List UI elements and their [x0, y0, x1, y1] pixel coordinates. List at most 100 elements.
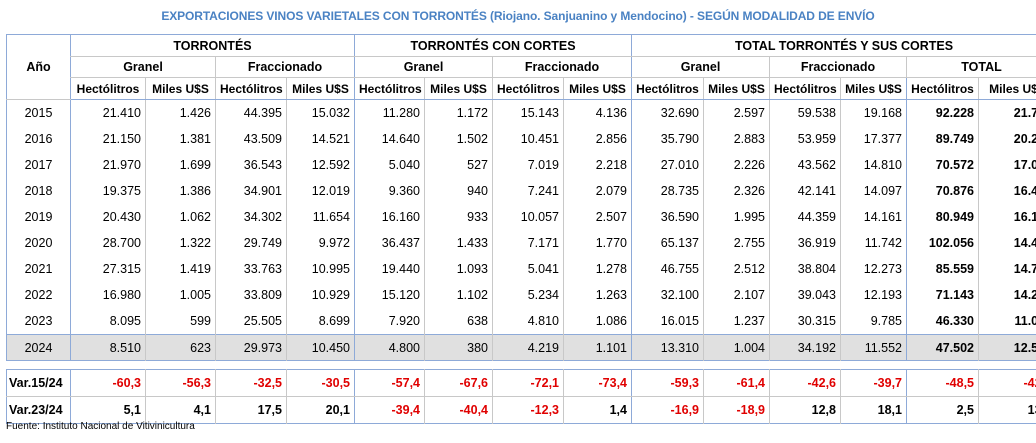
value-cell: 14.521 — [286, 126, 355, 152]
year-cell: 2023 — [24, 314, 53, 328]
value-cell: 1.502 — [424, 126, 493, 152]
value-cell: 527 — [424, 152, 493, 178]
value-cell: 5.040 — [354, 152, 425, 178]
value-cell: 44.359 — [769, 204, 841, 230]
value-cell: 102.056 — [906, 230, 979, 256]
year-header: Año — [6, 34, 71, 100]
value-cell: 59.538 — [769, 99, 841, 126]
unit-header: Hectólitros — [492, 77, 564, 100]
value-cell: 85.559 — [906, 256, 979, 282]
value-cell: 16.015 — [631, 308, 704, 335]
unit-header: Miles U$S — [145, 77, 216, 100]
value-cell: 33.809 — [215, 282, 287, 308]
value-cell: 34.302 — [215, 204, 287, 230]
variation-cell: -32,5 — [215, 369, 287, 397]
value-cell: 12.555 — [977, 334, 1036, 361]
value-cell: 1.093 — [424, 256, 493, 282]
value-cell: 70.572 — [906, 152, 979, 178]
value-cell: 46.330 — [906, 308, 979, 335]
value-cell: 8.699 — [286, 308, 355, 335]
value-cell: 4.219 — [492, 334, 564, 361]
variation-cell: -30,5 — [286, 369, 355, 397]
value-cell: 1.426 — [145, 99, 216, 126]
sub-header: Granel — [631, 56, 770, 78]
year-cell: 2022 — [24, 288, 53, 302]
value-cell: 5.041 — [492, 256, 564, 282]
year-cell: 2018 — [24, 184, 53, 198]
value-cell: 19.168 — [840, 99, 907, 126]
unit-header: Miles U$S — [286, 77, 355, 100]
value-cell: 43.562 — [769, 152, 841, 178]
variation-cell: 17,5 — [215, 396, 287, 424]
value-cell: 623 — [145, 334, 216, 361]
variation-cell: -60,3 — [70, 369, 146, 397]
year-cell: 2021 — [24, 262, 53, 276]
value-cell: 17.036 — [977, 152, 1036, 178]
value-cell: 10.451 — [492, 126, 564, 152]
value-cell: 80.949 — [906, 204, 979, 230]
table-row: 2021 27.315 1.419 33.763 10.995 19.440 1.093 5.… — [7, 256, 1036, 282]
table-title: EXPORTACIONES VINOS VARIETALES CON TORRO… — [161, 9, 875, 23]
header-row-groups: Año TORRONTÉS TORRONTÉS CON CORTES TOTAL… — [6, 34, 1036, 100]
value-cell: 14.299 — [977, 282, 1036, 308]
value-cell: 29.973 — [215, 334, 287, 361]
value-cell: 7.920 — [354, 308, 425, 335]
value-cell: 11.654 — [286, 204, 355, 230]
value-cell: 19.375 — [70, 178, 146, 204]
value-cell: 53.959 — [769, 126, 841, 152]
sub-header: TOTAL — [905, 56, 1036, 78]
value-cell: 4.136 — [563, 99, 632, 126]
value-cell: 14.497 — [977, 230, 1036, 256]
value-cell: 2.326 — [703, 178, 770, 204]
value-cell: 29.749 — [215, 230, 287, 256]
variation-cell: -16,9 — [631, 396, 704, 424]
variation-cell: -61,4 — [703, 369, 770, 397]
value-cell: 12.019 — [286, 178, 355, 204]
value-cell: 1.995 — [703, 204, 770, 230]
variation-label: Var.23/24 — [9, 403, 63, 417]
value-cell: 940 — [424, 178, 493, 204]
header-row-sub: Granel Fraccionado Granel Fraccionado Gr… — [7, 56, 1036, 78]
value-cell: 2.883 — [703, 126, 770, 152]
value-cell: 10.057 — [492, 204, 564, 230]
value-cell: 7.241 — [492, 178, 564, 204]
value-cell: 1.237 — [703, 308, 770, 335]
value-cell: 20.430 — [70, 204, 146, 230]
unit-header: Miles U$S — [424, 77, 493, 100]
value-cell: 638 — [424, 308, 493, 335]
value-cell: 16.156 — [977, 204, 1036, 230]
value-cell: 13.310 — [631, 334, 704, 361]
value-cell: 380 — [424, 334, 493, 361]
value-cell: 14.785 — [977, 256, 1036, 282]
table-row: 2016 21.150 1.381 43.509 14.521 14.640 1.502 10… — [7, 126, 1036, 152]
year-cell: 2019 — [24, 210, 53, 224]
value-cell: 27.315 — [70, 256, 146, 282]
value-cell: 28.700 — [70, 230, 146, 256]
value-cell: 9.972 — [286, 230, 355, 256]
value-cell: 10.450 — [286, 334, 355, 361]
value-cell: 1.086 — [563, 308, 632, 335]
value-cell: 32.690 — [631, 99, 704, 126]
value-cell: 44.395 — [215, 99, 287, 126]
year-cell: 2016 — [24, 132, 53, 146]
value-cell: 20.261 — [977, 126, 1036, 152]
value-cell: 9.785 — [840, 308, 907, 335]
value-cell: 2.107 — [703, 282, 770, 308]
value-cell: 46.755 — [631, 256, 704, 282]
value-cell: 1.322 — [145, 230, 216, 256]
value-cell: 11.552 — [840, 334, 907, 361]
value-cell: 1.699 — [145, 152, 216, 178]
value-cell: 11.280 — [354, 99, 425, 126]
unit-header: Hectólitros — [769, 77, 841, 100]
value-cell: 70.876 — [906, 178, 979, 204]
variation-row: Var.15/24 -60,3 -56,3 -32,5 -30,5 -57,4 -67,6-… — [6, 369, 1036, 397]
variation-cell: -18,9 — [703, 396, 770, 424]
value-cell: 34.192 — [769, 334, 841, 361]
value-cell: 1.263 — [563, 282, 632, 308]
value-cell: 2.597 — [703, 99, 770, 126]
table-row: 2022 16.980 1.005 33.809 10.929 15.120 1.102 5.… — [7, 282, 1036, 308]
variations-table: Var.15/24 -60,3 -56,3 -32,5 -30,5 -57,4 -67,6-… — [6, 369, 1036, 424]
value-cell: 4.800 — [354, 334, 425, 361]
value-cell: 2.079 — [563, 178, 632, 204]
variation-row: Var.23/24 5,1 4,1 17,5 20,1 -39,4 -40,4 -12,3 1,… — [7, 396, 1036, 424]
